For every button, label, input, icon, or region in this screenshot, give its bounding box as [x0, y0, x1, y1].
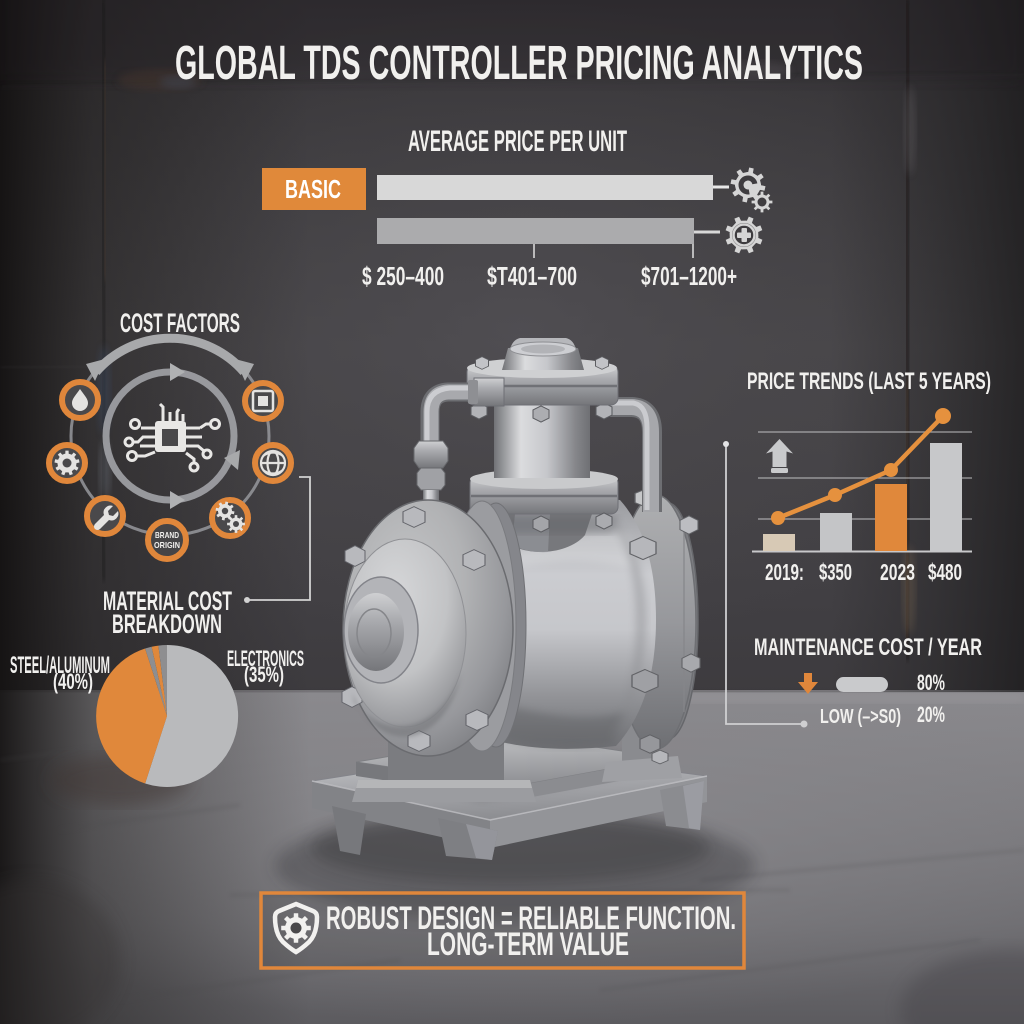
svg-text:BASIC: BASIC	[285, 174, 341, 204]
svg-text:PRICE TRENDS (LAST 5 YEARS): PRICE TRENDS (LAST 5 YEARS)	[747, 368, 991, 395]
svg-text:$480: $480	[928, 559, 962, 585]
svg-text:MATERIAL COST: MATERIAL COST	[103, 586, 232, 616]
svg-text:2023: 2023	[880, 559, 915, 585]
svg-text:MAINTENANCE COST / YEAR: MAINTENANCE COST / YEAR	[754, 634, 982, 661]
svg-text:STEEL/ALUMINUM: STEEL/ALUMINUM	[10, 652, 110, 679]
svg-text:AVERAGE PRICE PER UNIT: AVERAGE PRICE PER UNIT	[408, 125, 627, 158]
svg-text:$T401–700: $T401–700	[487, 261, 577, 291]
svg-text:$701–1200+: $701–1200+	[641, 261, 737, 291]
svg-text:GLOBAL TDS CONTROLLER PRICING: GLOBAL TDS CONTROLLER PRICING ANALYTICS	[175, 37, 863, 90]
svg-text:$350: $350	[819, 559, 852, 585]
svg-text:BREAKDOWN: BREAKDOWN	[112, 609, 222, 639]
svg-text:20%: 20%	[917, 702, 945, 727]
svg-text:(40%): (40%)	[53, 669, 93, 694]
svg-text:LOW (–>S0): LOW (–>S0)	[820, 706, 901, 728]
svg-text:COST FACTORS: COST FACTORS	[120, 308, 240, 338]
svg-text:ROBUST DESIGN = RELIABLE FUNCT: ROBUST DESIGN = RELIABLE FUNCTION.	[326, 900, 736, 936]
svg-text:80%: 80%	[917, 670, 945, 695]
svg-text:2019:: 2019:	[765, 559, 804, 585]
svg-text:LONG-TERM VALUE: LONG-TERM VALUE	[427, 926, 629, 962]
svg-text:(35%): (35%)	[244, 662, 284, 687]
svg-text:$ 250–400: $ 250–400	[362, 261, 444, 291]
svg-text:BRAND: BRAND	[155, 530, 179, 540]
svg-text:ORIGIN: ORIGIN	[154, 540, 180, 550]
svg-text:ELECTRONICS: ELECTRONICS	[227, 646, 304, 671]
